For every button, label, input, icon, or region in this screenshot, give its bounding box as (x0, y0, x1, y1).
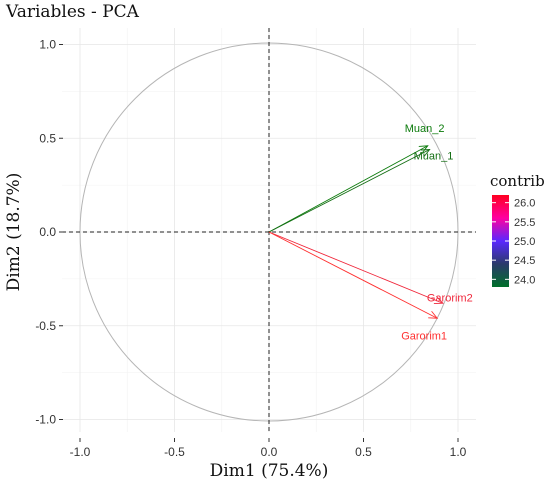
arrow-garorim1 (268, 231, 438, 319)
legend-ticks: 26.0 25.5 25.0 24.5 24.0 (492, 198, 535, 286)
y-tick-label: -1.0 (35, 413, 56, 427)
y-axis-ticks: -1.0 -0.5 0.0 0.5 1.0 (35, 38, 63, 427)
arrow-label-muan-2: Muan_2 (405, 123, 445, 135)
arrow-label-muan-1: Muan_1 (414, 151, 454, 163)
legend-tick-label: 24.0 (514, 274, 535, 286)
plot-panel: Muan_2 Muan_1 Garorim2 Garorim1 (62, 28, 476, 432)
arrow-muan-2 (268, 145, 428, 233)
y-axis-title: Dim2 (18.7%) (4, 173, 24, 292)
arrow-label-garorim1: Garorim1 (401, 330, 447, 342)
arrowhead-garorim2 (433, 296, 444, 304)
x-axis-ticks: -1.0 -0.5 0.0 0.5 1.0 (70, 438, 467, 459)
y-tick-label: -0.5 (35, 319, 56, 333)
variable-arrows: Muan_2 Muan_1 Garorim2 Garorim1 (268, 123, 473, 342)
legend-tick-label: 25.5 (514, 217, 535, 229)
legend: contrib 26.0 25.5 25.0 24.5 24.0 (490, 172, 545, 287)
x-tick-label: 0.0 (261, 445, 278, 459)
arrow-label-garorim2: Garorim2 (427, 292, 473, 304)
arrow-muan-1 (268, 149, 430, 233)
arrowhead-muan-1 (420, 148, 431, 157)
y-tick-label: 0.5 (39, 131, 56, 145)
legend-tick-label: 24.5 (514, 255, 535, 267)
chart-title: Variables - PCA (5, 2, 140, 22)
arrow-garorim2 (268, 231, 444, 304)
x-tick-label: -1.0 (70, 445, 91, 459)
x-tick-label: -0.5 (164, 445, 185, 459)
y-tick-label: 0.0 (39, 225, 56, 239)
x-axis-title: Dim1 (75.4%) (210, 461, 329, 481)
arrowhead-garorim1 (428, 310, 439, 319)
x-tick-label: 1.0 (450, 445, 467, 459)
y-tick-label: 1.0 (39, 38, 56, 52)
legend-tick-label: 26.0 (514, 198, 535, 210)
x-tick-label: 0.5 (355, 445, 372, 459)
arrowhead-muan-2 (418, 145, 429, 154)
legend-colorbar (492, 195, 509, 287)
legend-title: contrib (490, 172, 545, 190)
legend-tick-label: 25.0 (514, 236, 535, 248)
